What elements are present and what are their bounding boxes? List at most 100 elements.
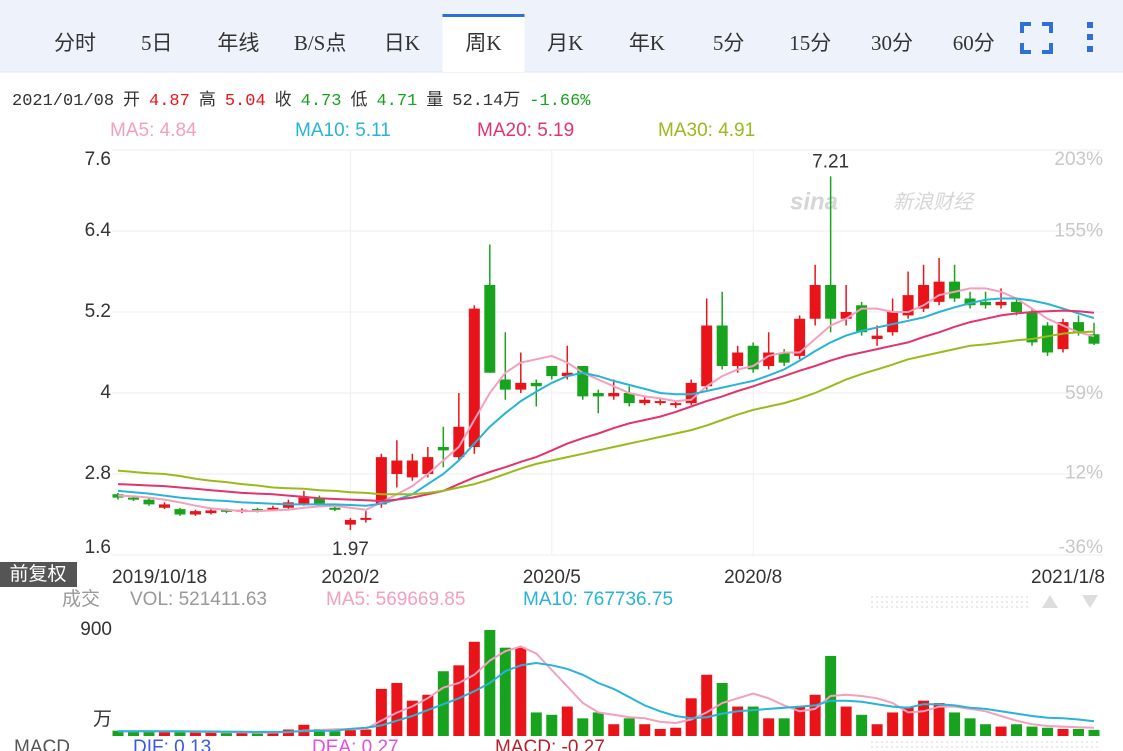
volume-bar xyxy=(127,731,139,736)
candle-body xyxy=(437,447,449,451)
tab[interactable]: 60分 xyxy=(953,31,995,55)
y2-tick-label: 59% xyxy=(1065,383,1103,404)
close-label: 收 xyxy=(275,90,292,111)
volume-bar xyxy=(933,703,945,736)
volume-bar xyxy=(406,700,418,736)
candle-body xyxy=(732,352,744,366)
candle-body xyxy=(639,399,651,404)
high: 5.04 xyxy=(225,92,266,111)
candle-body xyxy=(918,285,930,309)
candle-body xyxy=(592,393,604,397)
change: -1.66% xyxy=(529,92,591,111)
y-tick-label: 900 xyxy=(80,619,112,640)
candle-body xyxy=(933,281,945,302)
volume-bar xyxy=(561,706,573,736)
tab[interactable]: 年K xyxy=(629,31,665,55)
menu-icon[interactable] xyxy=(1087,22,1093,52)
macd-title: MACD xyxy=(14,737,70,751)
volume-bar xyxy=(468,641,480,736)
tab[interactable]: 月K xyxy=(547,31,583,55)
panel-title: 成交 xyxy=(62,588,100,610)
candle-body xyxy=(871,335,883,339)
volume-bar xyxy=(732,706,744,736)
candle-body xyxy=(747,345,759,370)
candle-body xyxy=(654,401,666,404)
macd-dea: DEA: 0.27 xyxy=(312,737,399,751)
y2-tick-label: 203% xyxy=(1054,149,1103,170)
volume-bar xyxy=(809,694,821,736)
candle-body xyxy=(623,393,635,404)
candle-body xyxy=(856,305,868,333)
volume-bar xyxy=(763,718,775,736)
scroll-dots xyxy=(870,738,1100,751)
volume-bar xyxy=(623,718,635,736)
candle-body xyxy=(174,509,186,515)
volume-bar xyxy=(840,706,852,736)
candle-body xyxy=(902,295,914,316)
volume-bar xyxy=(189,732,201,736)
tab[interactable]: 30分 xyxy=(871,31,913,55)
candle-body xyxy=(1088,334,1100,344)
candle-body xyxy=(422,457,434,474)
volume-bar xyxy=(453,665,465,736)
candle-body xyxy=(964,298,976,306)
open: 4.87 xyxy=(149,92,190,111)
volume-bar xyxy=(143,731,155,736)
tabs: 分时 5日 年线 B/S点 日K 周K 月K 年K 5分 15分 30分 60分 xyxy=(54,14,995,72)
volume-bar xyxy=(980,724,992,736)
tab[interactable]: 15分 xyxy=(789,31,831,55)
volume-bar xyxy=(174,731,186,736)
candle-body xyxy=(499,379,511,390)
tab[interactable]: 分时 xyxy=(54,31,96,55)
x-tick-label: 2020/8 xyxy=(724,567,782,588)
candle-body xyxy=(205,510,217,514)
ma-line xyxy=(117,309,1095,503)
candle-body xyxy=(995,301,1007,306)
tab[interactable]: 5日 xyxy=(141,31,173,55)
volume-bar xyxy=(716,683,728,736)
volume-bar xyxy=(158,731,170,736)
tab[interactable]: 5分 xyxy=(713,31,745,55)
candle-body xyxy=(1073,322,1085,333)
volume-bar xyxy=(701,674,713,736)
volume-bar xyxy=(654,728,666,736)
volume-bar xyxy=(856,714,868,736)
candle-body xyxy=(701,325,713,387)
x-tick-label: 2019/10/18 xyxy=(112,567,207,588)
volume-bar xyxy=(685,698,697,736)
volume-bar xyxy=(747,706,759,736)
candle-body xyxy=(716,325,728,366)
candle-body xyxy=(484,285,496,373)
volume-bar xyxy=(375,688,387,736)
volume-bar xyxy=(1073,728,1085,736)
down-arrow[interactable] xyxy=(1082,595,1098,608)
up-arrow[interactable] xyxy=(1042,595,1058,608)
volume-bar xyxy=(964,718,976,736)
tab[interactable]: 周K xyxy=(465,31,501,55)
tab[interactable]: 年线 xyxy=(217,31,259,55)
candle-body xyxy=(1026,312,1038,343)
fullscreen-icon[interactable] xyxy=(1020,22,1053,54)
volume-bar xyxy=(778,718,790,736)
y-tick-label: 7.6 xyxy=(85,149,111,170)
volume-bar xyxy=(313,728,325,736)
candle-body xyxy=(127,497,139,500)
volume-bar xyxy=(608,724,620,736)
candle-body xyxy=(391,460,403,474)
candle-body xyxy=(453,426,465,458)
fq-button[interactable]: 前复权 xyxy=(9,563,66,585)
legend-entry: MA10: 767736.75 xyxy=(523,589,673,610)
fq-button-bg[interactable] xyxy=(0,562,77,587)
candle-body xyxy=(298,497,310,505)
candle-body xyxy=(468,308,480,447)
tab[interactable]: 日K xyxy=(384,31,420,55)
candle-body xyxy=(375,457,387,505)
low: 4.71 xyxy=(376,92,417,111)
watermark-text: 新浪财经 xyxy=(893,191,975,213)
vol: 52.14万 xyxy=(452,91,520,111)
y2-tick-label: 155% xyxy=(1054,220,1103,241)
tab[interactable]: B/S点 xyxy=(294,31,347,55)
volume-bar xyxy=(1011,724,1023,736)
y-tick-label: 1.6 xyxy=(85,537,111,558)
